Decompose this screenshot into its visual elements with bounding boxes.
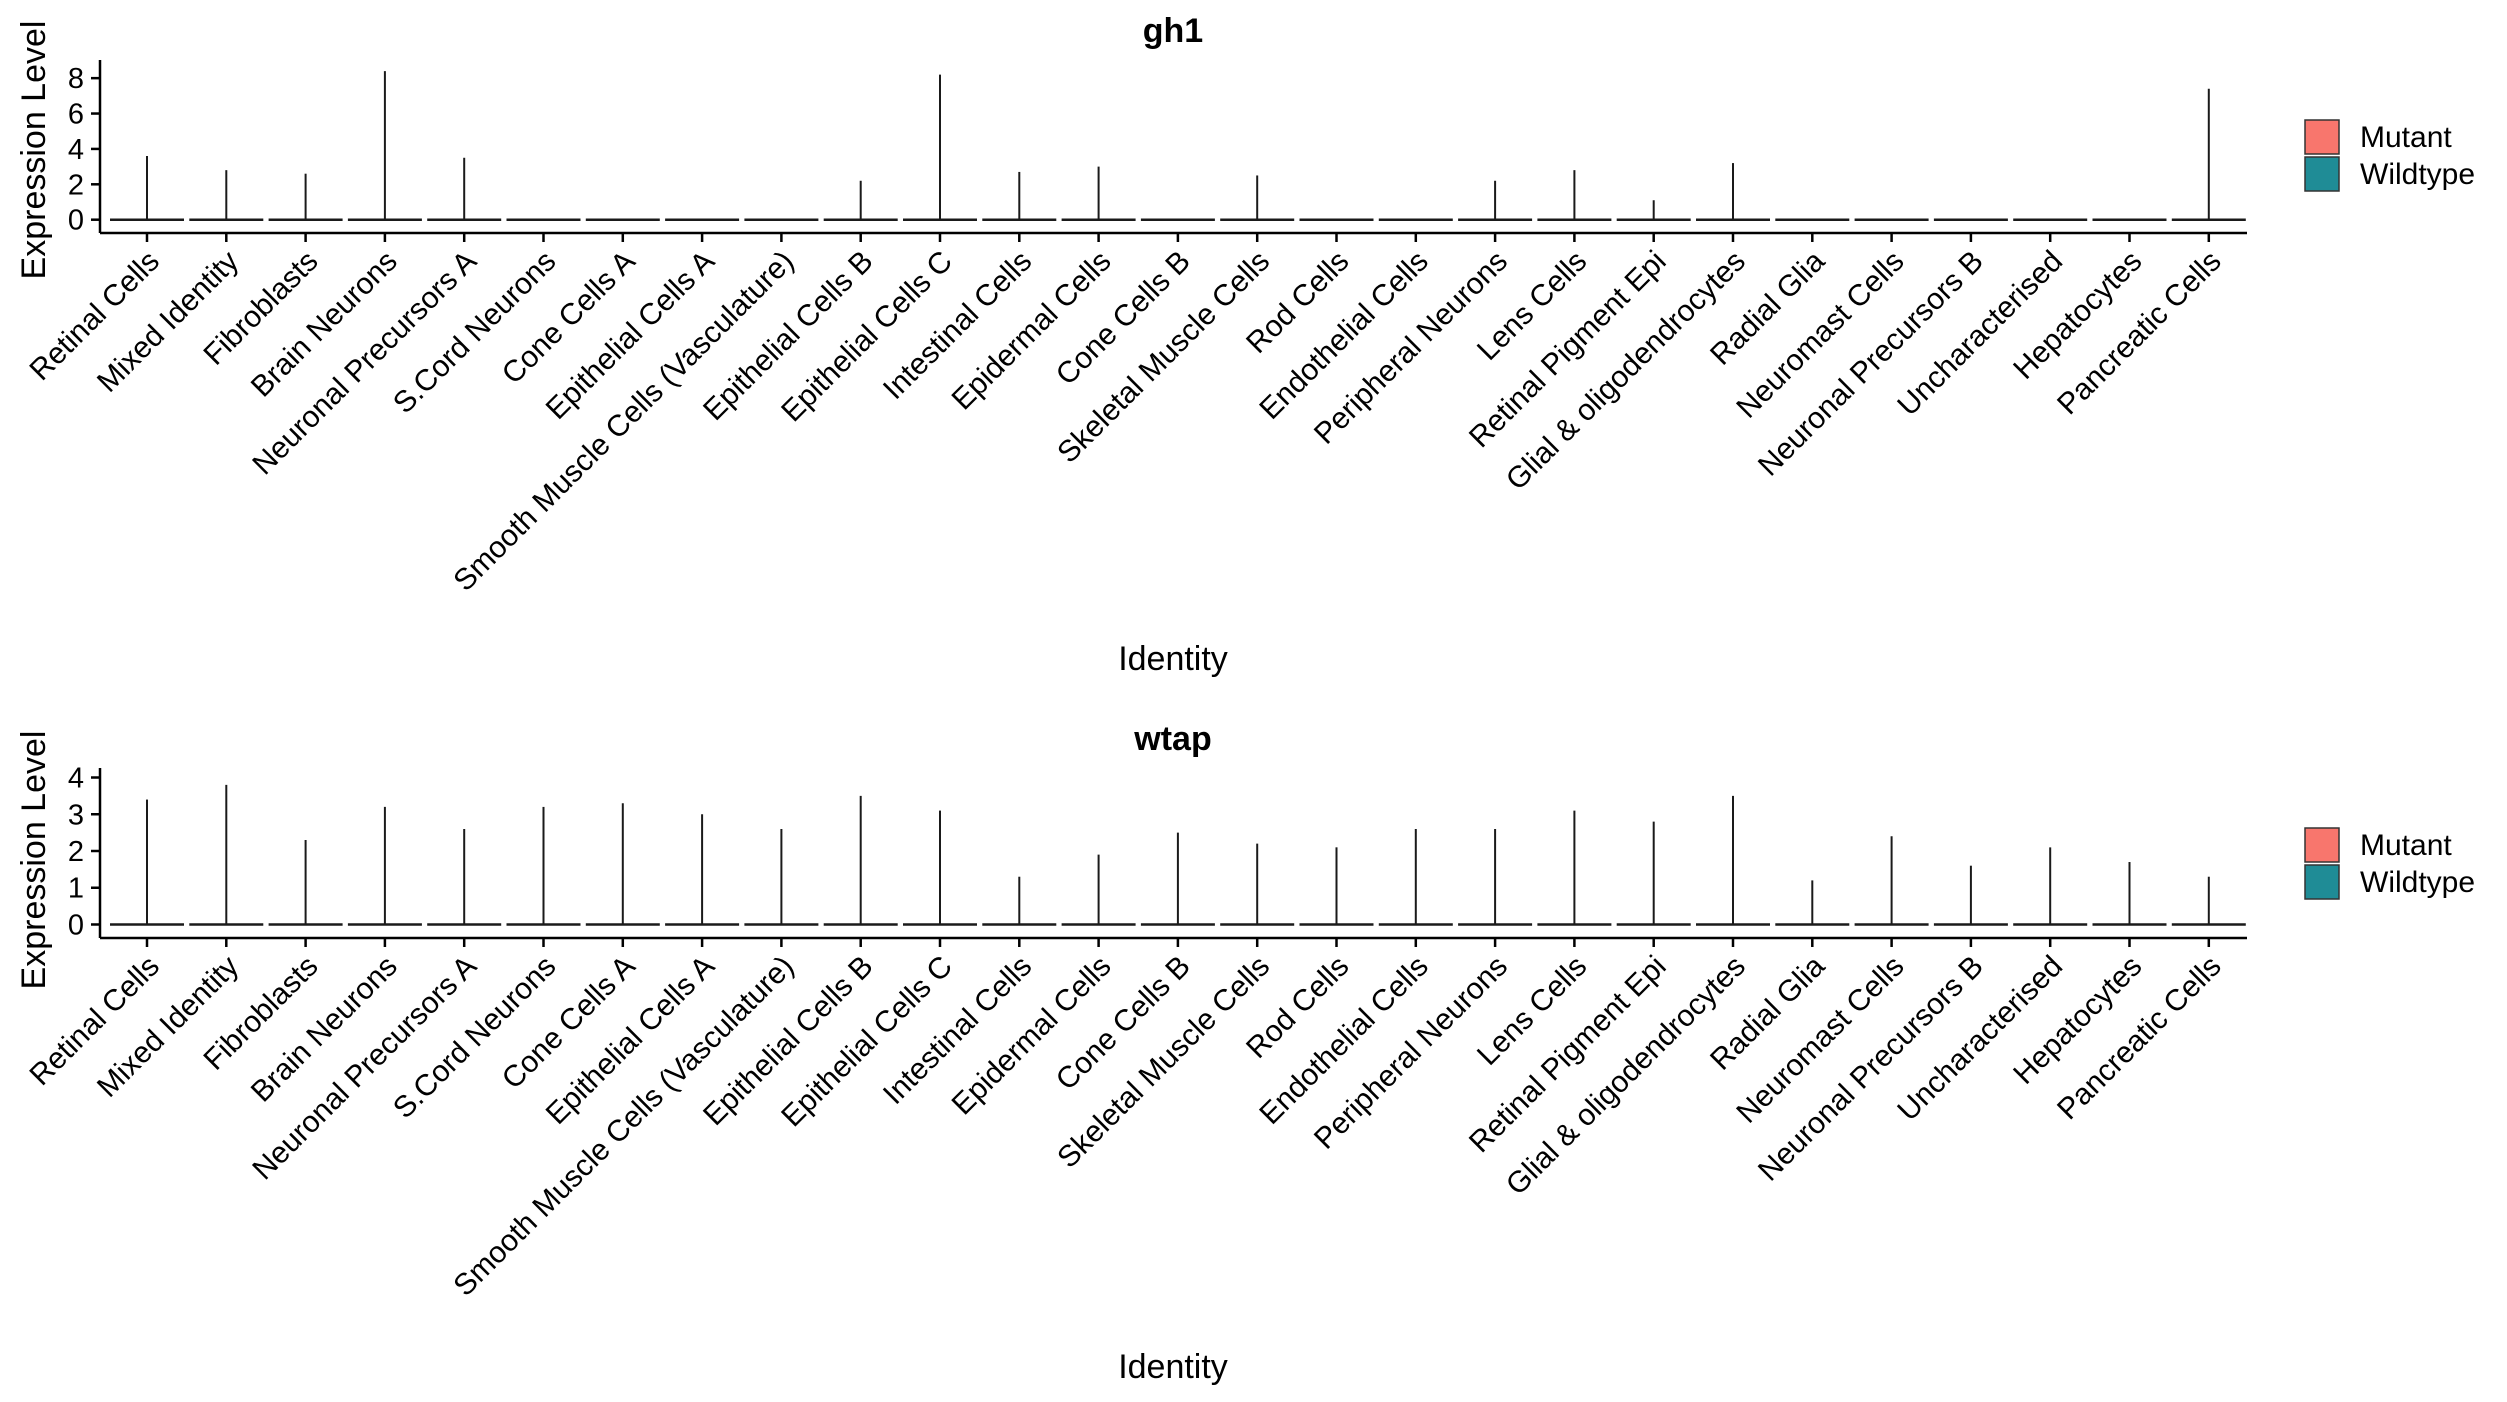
y-tick-label: 1 — [68, 873, 84, 905]
legend-swatch-wildtype — [2304, 864, 2340, 900]
legend-label-wildtype: Wildtype — [2360, 158, 2475, 191]
y-tick-label: 0 — [68, 909, 84, 941]
legend-swatch-mutant — [2304, 827, 2340, 863]
y-tick-label: 3 — [68, 799, 84, 831]
panel-title: wtap — [1133, 720, 1211, 758]
legend-label-wildtype: Wildtype — [2360, 866, 2475, 899]
y-tick-label: 6 — [68, 99, 84, 131]
y-tick-label: 4 — [68, 134, 84, 166]
legend-label-mutant: Mutant — [2360, 121, 2452, 154]
x-axis-title: Identity — [1118, 640, 1228, 678]
y-tick-label: 8 — [68, 63, 84, 95]
x-axis-title: Identity — [1118, 1348, 1228, 1386]
y-axis-title: Expression Level — [15, 731, 53, 990]
y-tick-label: 2 — [68, 169, 84, 201]
x-tick-label: Mixed Identity — [91, 245, 245, 399]
y-axis-title: Expression Level — [15, 21, 53, 280]
x-tick-label: Mixed Identity — [91, 950, 245, 1104]
legend-label-mutant: Mutant — [2360, 829, 2452, 862]
y-tick-label: 0 — [68, 205, 84, 237]
y-tick-label: 2 — [68, 836, 84, 868]
legend-swatch-wildtype — [2304, 156, 2340, 192]
panel-title: gh1 — [1143, 12, 1203, 50]
y-tick-label: 4 — [68, 763, 84, 795]
legend-swatch-mutant — [2304, 119, 2340, 155]
